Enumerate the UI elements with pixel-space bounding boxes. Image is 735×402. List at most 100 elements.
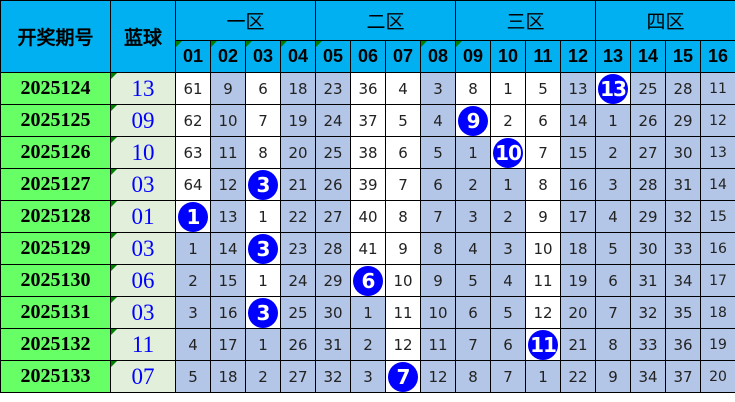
omission-cell: 25	[630, 72, 667, 105]
period-cell: 2025128	[0, 200, 111, 233]
number-header-12: 12	[560, 40, 597, 73]
table-body: 2025124 13 61 9 6 18 23 36 4 3 8 1 5 13 13 25 28 11 202512…	[0, 72, 735, 393]
omission-cell: 20	[560, 296, 597, 329]
hit-ball-icon: 6	[353, 265, 384, 296]
omission-cell: 63	[175, 136, 211, 169]
hit-cell: 10	[490, 136, 527, 169]
blue-ball-cell: 03	[110, 296, 176, 329]
omission-cell: 15	[700, 200, 735, 233]
omission-cell: 5	[385, 104, 422, 137]
omission-cell: 1	[350, 296, 387, 329]
omission-cell: 6	[245, 72, 281, 105]
omission-cell: 19	[560, 264, 597, 297]
omission-cell: 2	[490, 200, 527, 233]
omission-cell: 8	[595, 328, 632, 361]
omission-cell: 3	[455, 200, 492, 233]
omission-cell: 11	[210, 136, 246, 169]
period-cell: 2025131	[0, 296, 111, 329]
omission-cell: 2	[175, 264, 211, 297]
omission-cell: 29	[315, 264, 352, 297]
omission-cell: 29	[665, 104, 702, 137]
number-header-03: 03	[245, 40, 281, 73]
omission-cell: 1	[245, 328, 281, 361]
omission-cell: 64	[175, 168, 211, 201]
blue-ball-cell: 13	[110, 72, 176, 105]
omission-cell: 17	[210, 328, 246, 361]
omission-cell: 8	[385, 200, 422, 233]
omission-cell: 18	[210, 360, 246, 393]
omission-cell: 28	[315, 232, 352, 265]
omission-cell: 9	[525, 200, 562, 233]
omission-cell: 9	[420, 264, 457, 297]
omission-cell: 1	[595, 104, 632, 137]
omission-cell: 1	[245, 200, 281, 233]
omission-cell: 19	[700, 328, 735, 361]
omission-cell: 27	[279, 360, 317, 393]
blue-ball-cell: 10	[110, 136, 176, 169]
number-header-07: 07	[385, 40, 422, 73]
omission-cell: 25	[279, 296, 317, 329]
omission-cell: 26	[315, 168, 352, 201]
omission-cell: 7	[490, 360, 527, 393]
omission-cell: 6	[420, 168, 457, 201]
number-header-05: 05	[315, 40, 352, 73]
omission-cell: 36	[350, 72, 387, 105]
omission-cell: 30	[665, 136, 702, 169]
omission-cell: 40	[350, 200, 387, 233]
omission-cell: 1	[175, 232, 211, 265]
omission-cell: 4	[420, 104, 457, 137]
omission-cell: 5	[175, 360, 211, 393]
omission-cell: 6	[455, 296, 492, 329]
zone-2-header: 二区	[315, 0, 457, 41]
omission-cell: 34	[665, 264, 702, 297]
omission-cell: 24	[315, 104, 352, 137]
period-cell: 2025125	[0, 104, 111, 137]
number-header-08: 08	[420, 40, 457, 73]
omission-cell: 39	[350, 168, 387, 201]
omission-cell: 10	[525, 232, 562, 265]
number-header-04: 04	[279, 40, 317, 73]
number-header-11: 11	[525, 40, 562, 73]
hit-cell: 11	[525, 328, 562, 361]
zone-1-header: 一区	[174, 0, 317, 41]
omission-cell: 11	[700, 72, 735, 105]
omission-cell: 2	[350, 328, 387, 361]
hit-ball-icon: 7	[388, 361, 419, 392]
omission-cell: 3	[595, 168, 632, 201]
omission-cell: 3	[490, 232, 527, 265]
blue-ball-cell: 09	[110, 104, 176, 137]
hit-cell: 7	[385, 360, 422, 393]
number-header-14: 14	[630, 40, 667, 73]
omission-cell: 14	[210, 232, 246, 265]
omission-cell: 30	[630, 232, 667, 265]
omission-cell: 15	[560, 136, 597, 169]
omission-cell: 5	[595, 232, 632, 265]
period-cell: 2025133	[0, 360, 111, 393]
omission-cell: 32	[665, 200, 702, 233]
number-header-02: 02	[210, 40, 246, 73]
omission-cell: 10	[385, 264, 422, 297]
zone-header-row: 开奖期号 蓝球 一区 二区 三区 四区	[0, 0, 735, 73]
omission-cell: 1	[490, 168, 527, 201]
omission-cell: 4	[385, 72, 422, 105]
omission-cell: 37	[665, 360, 702, 393]
omission-cell: 12	[420, 360, 457, 393]
omission-cell: 9	[595, 360, 632, 393]
omission-cell: 18	[279, 72, 317, 105]
number-header-10: 10	[490, 40, 527, 73]
omission-cell: 33	[665, 232, 702, 265]
omission-cell: 2	[245, 360, 281, 393]
table-row: 2025129 03 1 14 3 23 28 41 9 8 4 3 10 18 5 30 33 16	[0, 232, 735, 265]
period-cell: 2025129	[0, 232, 111, 265]
omission-cell: 31	[630, 264, 667, 297]
omission-cell: 21	[279, 168, 317, 201]
omission-cell: 5	[490, 296, 527, 329]
omission-cell: 13	[700, 136, 735, 169]
omission-cell: 25	[315, 136, 352, 169]
omission-cell: 5	[455, 264, 492, 297]
hit-cell: 3	[245, 296, 281, 329]
omission-cell: 26	[630, 104, 667, 137]
omission-cell: 4	[455, 232, 492, 265]
omission-cell: 9	[385, 232, 422, 265]
omission-cell: 1	[525, 360, 562, 393]
